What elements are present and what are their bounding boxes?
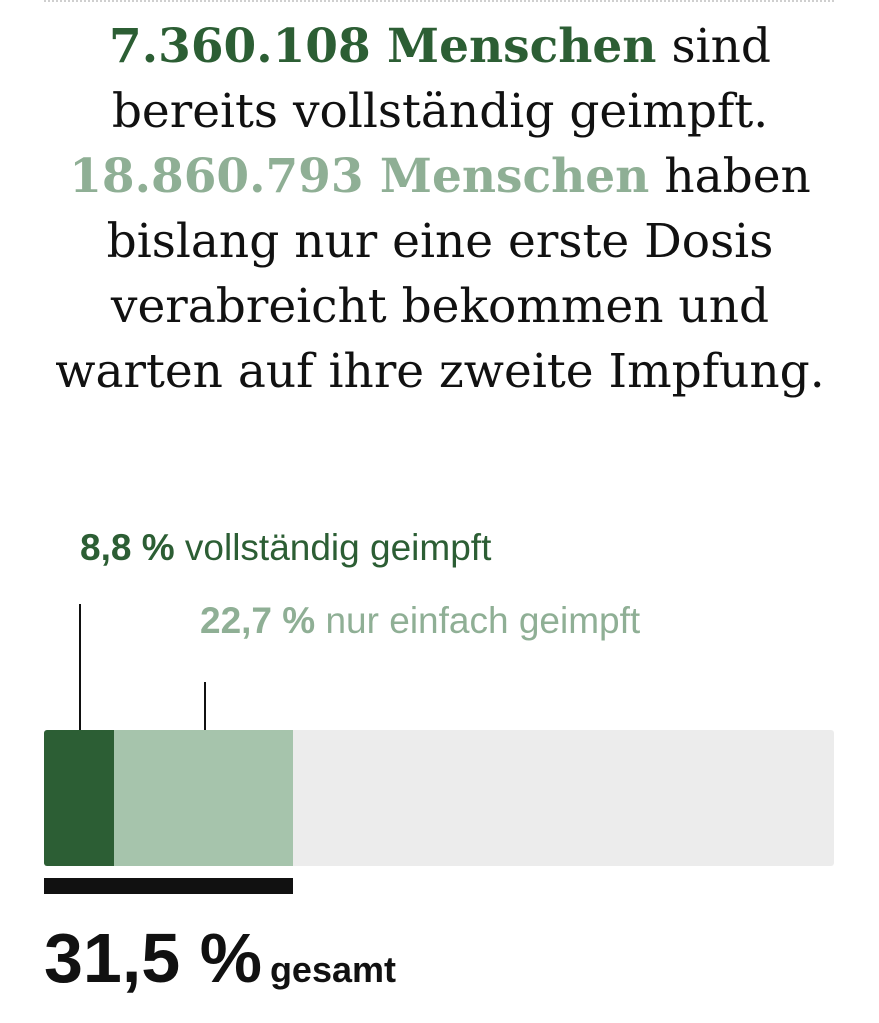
full-rest: sind bereits vollständig geimpft. <box>111 19 771 139</box>
label-first-value: 22,7 % <box>200 600 316 641</box>
label-first: 22,7 % nur einfach geimpft <box>200 600 640 642</box>
total-bar <box>44 878 293 894</box>
leader-line-full <box>79 604 81 731</box>
total-label: 31,5 % gesamt <box>44 918 396 998</box>
headline-text: 7.360.108 Menschen sind bereits vollstän… <box>40 14 840 404</box>
full-count: 7.360.108 Menschen <box>109 19 657 74</box>
label-full-name: vollständig geimpft <box>184 527 492 568</box>
bar-segment-first <box>113 730 293 866</box>
bar-segment-full <box>44 730 114 866</box>
label-full-value: 8,8 % <box>80 527 175 568</box>
leader-line-first <box>204 682 206 731</box>
total-value: 31,5 % <box>44 919 262 997</box>
label-full: 8,8 % vollständig geimpft <box>80 527 491 569</box>
first-rest: haben bislang nur eine erste Dosis verab… <box>55 149 825 399</box>
label-first-name: nur einfach geimpft <box>325 600 641 641</box>
top-divider <box>44 0 834 2</box>
first-count: 18.860.793 Menschen <box>69 149 650 204</box>
bar-track <box>44 730 834 866</box>
total-text: gesamt <box>269 949 396 990</box>
